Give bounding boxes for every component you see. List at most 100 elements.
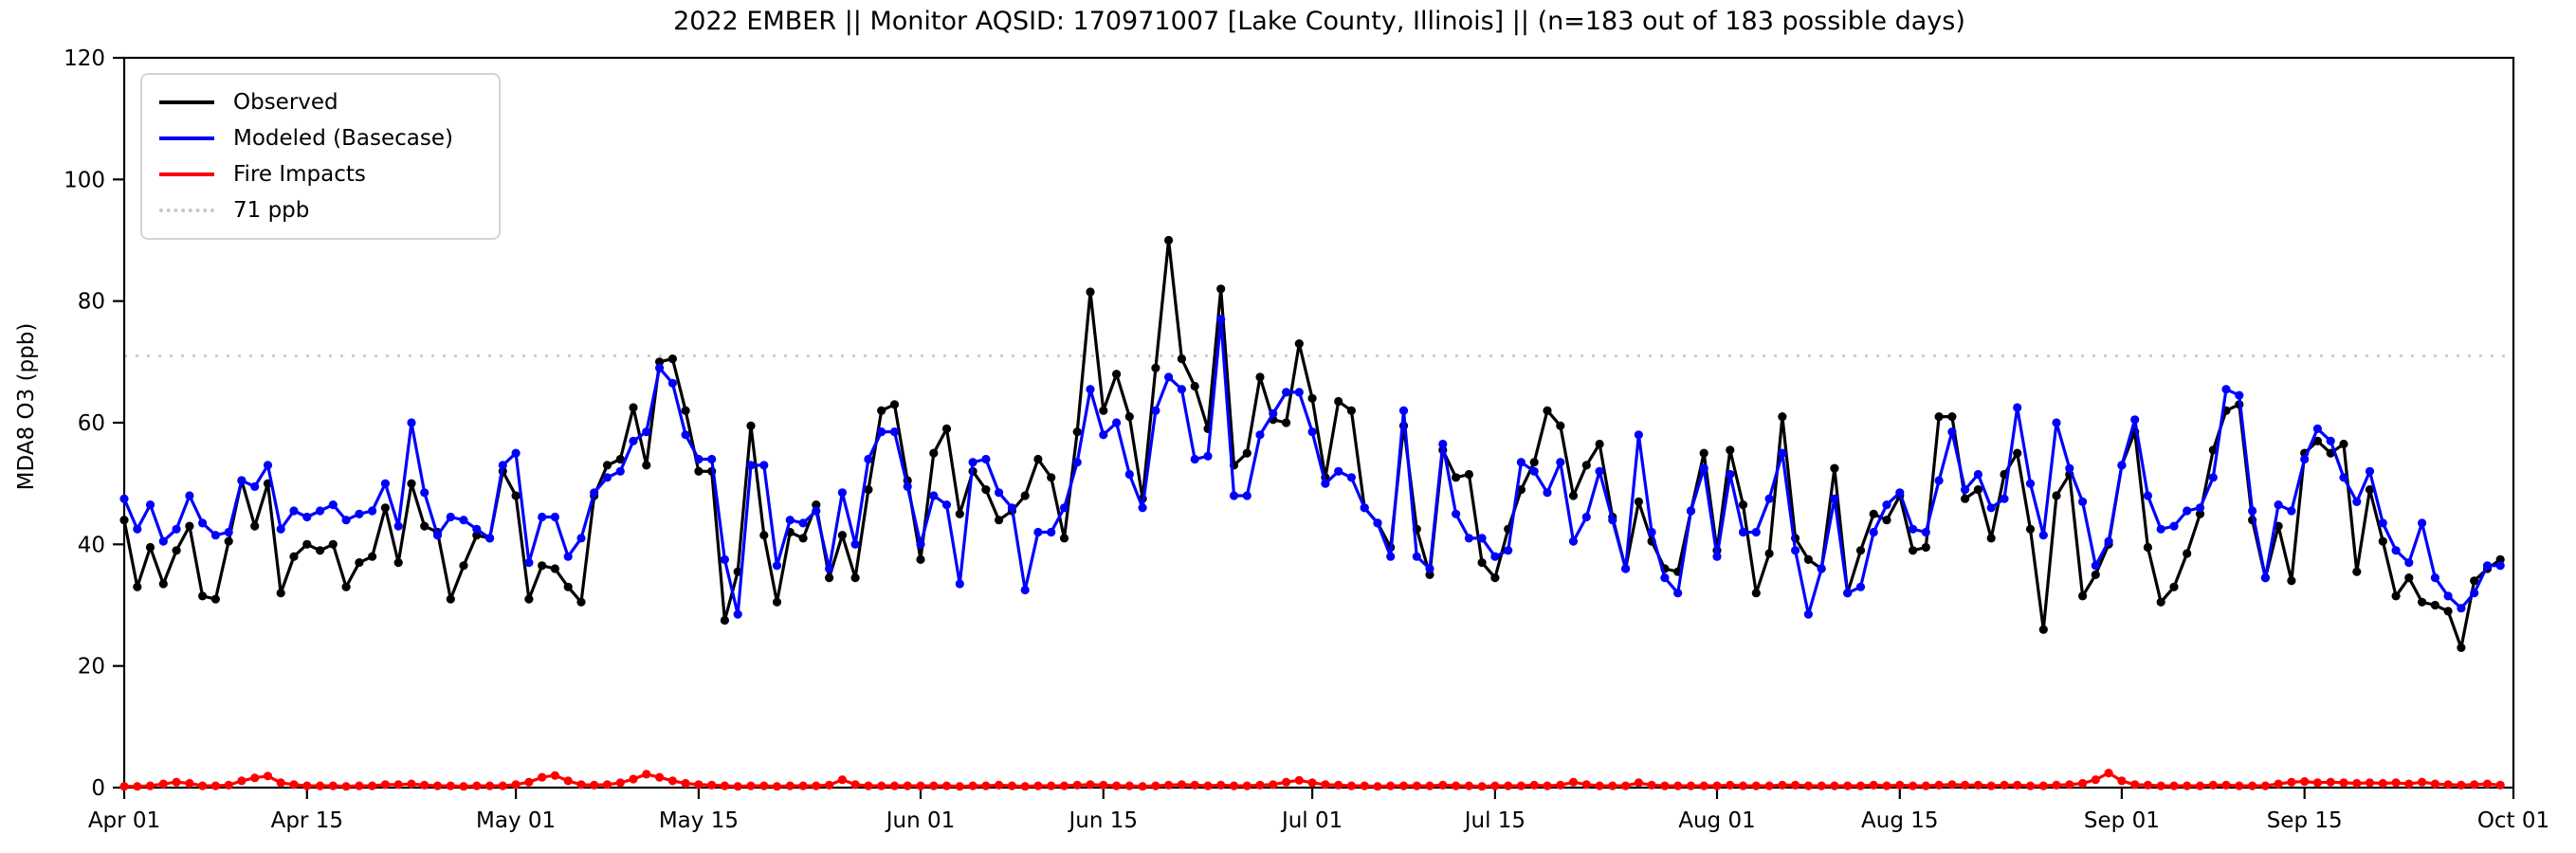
observed-point: [941, 424, 952, 433]
observed-point: [1033, 454, 1043, 464]
x-tick-label: Oct 01: [2477, 808, 2549, 833]
modeled-basecase-point: [602, 473, 612, 482]
fire-impacts-point: [2052, 780, 2061, 790]
fire-impacts-point: [1973, 780, 1982, 790]
modeled-basecase-point: [864, 454, 873, 464]
modeled-basecase-point: [798, 518, 808, 528]
observed-point: [538, 561, 547, 571]
fire-impacts-point: [1020, 782, 1030, 791]
modeled-basecase-point: [1803, 609, 1813, 619]
observed-point: [316, 546, 325, 555]
fire-impacts-point: [1112, 781, 1122, 790]
observed-point: [916, 554, 925, 565]
fire-impacts-point: [328, 781, 338, 790]
fire-impacts-point: [2443, 780, 2453, 789]
fire-impacts-point: [1634, 778, 1643, 788]
observed-point: [1190, 381, 1199, 391]
modeled-basecase-point: [316, 506, 325, 516]
observed-point: [1452, 473, 1461, 482]
observed-point: [185, 521, 194, 531]
modeled-basecase-point: [158, 536, 168, 546]
fire-impacts-point: [772, 782, 782, 791]
fire-impacts-point: [2221, 780, 2231, 790]
modeled-basecase-point: [1647, 527, 1656, 537]
modeled-basecase-point: [2378, 518, 2387, 528]
observed-point: [172, 546, 181, 555]
y-tick-label: 80: [78, 290, 105, 315]
fire-impacts-point: [185, 778, 194, 789]
modeled-basecase-point: [524, 558, 534, 568]
fire-impacts-point: [2038, 781, 2048, 790]
x-tick-label: Apr 01: [88, 808, 160, 833]
modeled-basecase-point: [133, 524, 142, 534]
modeled-basecase-point: [1686, 506, 1696, 516]
observed-point: [158, 579, 168, 589]
y-tick-label: 60: [78, 411, 105, 436]
fire-impacts-point: [172, 777, 181, 787]
modeled-basecase-point: [2183, 506, 2192, 516]
observed-point: [2470, 576, 2479, 586]
observed-point: [2195, 509, 2205, 518]
fire-impacts-point: [981, 781, 991, 790]
fire-impacts-point: [1608, 781, 1617, 790]
modeled-basecase-point: [1855, 582, 1866, 591]
y-tick-label: 40: [78, 533, 105, 557]
fire-impacts-point: [511, 780, 521, 789]
observed-point: [1334, 396, 1343, 407]
fire-impacts-point: [1294, 775, 1304, 785]
modeled-basecase-point: [2430, 573, 2439, 583]
modeled-basecase-point: [1412, 552, 1421, 561]
modeled-basecase-point: [2000, 494, 2009, 503]
observed-point: [446, 594, 455, 604]
fire-impacts-point: [681, 778, 690, 789]
fire-impacts-point: [1895, 780, 1905, 790]
observed-point: [380, 503, 390, 513]
observed-point: [1699, 448, 1708, 458]
fire-impacts-point: [1909, 781, 1918, 790]
fire-impacts-point: [420, 780, 429, 790]
modeled-basecase-point: [2339, 473, 2348, 482]
fire-impacts-point: [407, 779, 416, 789]
fire-impacts-point: [1177, 780, 1186, 789]
modeled-basecase-point: [1242, 491, 1251, 500]
fire-impacts-point: [1124, 781, 1134, 790]
modeled-basecase-point: [576, 534, 586, 543]
fire-impacts-point: [2274, 779, 2283, 789]
modeled-basecase-point: [941, 500, 952, 510]
modeled-basecase-point: [1294, 388, 1304, 397]
observed-point: [850, 573, 860, 583]
modeled-basecase-point: [276, 524, 285, 534]
observed-point: [1738, 500, 1748, 510]
modeled-basecase-point: [681, 430, 690, 440]
x-tick-label: Sep 15: [2267, 808, 2343, 833]
legend-label-fire: Fire Impacts: [233, 162, 366, 187]
fire-impacts-point: [446, 781, 455, 790]
fire-impacts-point: [929, 781, 939, 790]
observed-point: [889, 400, 900, 409]
modeled-basecase-point: [1138, 503, 1147, 513]
modeled-basecase-point: [667, 378, 678, 388]
modeled-basecase-point: [446, 512, 455, 522]
modeled-basecase-point: [1830, 494, 1839, 503]
observed-point: [524, 594, 534, 604]
modeled-basecase-point: [1568, 536, 1579, 546]
fire-impacts-point: [2013, 780, 2022, 790]
fire-impacts-point: [1398, 781, 1409, 790]
modeled-basecase-point: [1269, 408, 1278, 418]
observed-point: [1294, 339, 1304, 349]
modeled-basecase-point: [407, 418, 416, 427]
fire-impacts-point: [1556, 780, 1565, 790]
modeled-basecase-point: [145, 500, 155, 510]
observed-point: [2418, 597, 2427, 607]
modeled-basecase-point: [1516, 458, 1526, 467]
fire-impacts-point: [1373, 782, 1382, 791]
modeled-basecase-point: [995, 488, 1004, 498]
modeled-basecase-point: [2482, 561, 2493, 571]
observed-point: [1986, 534, 1996, 543]
fire-impacts-point: [1425, 781, 1434, 790]
observed-line-swatch: [159, 100, 214, 104]
fire-impacts-point: [158, 779, 168, 789]
observed-point: [798, 534, 808, 543]
observed-point: [276, 589, 285, 598]
